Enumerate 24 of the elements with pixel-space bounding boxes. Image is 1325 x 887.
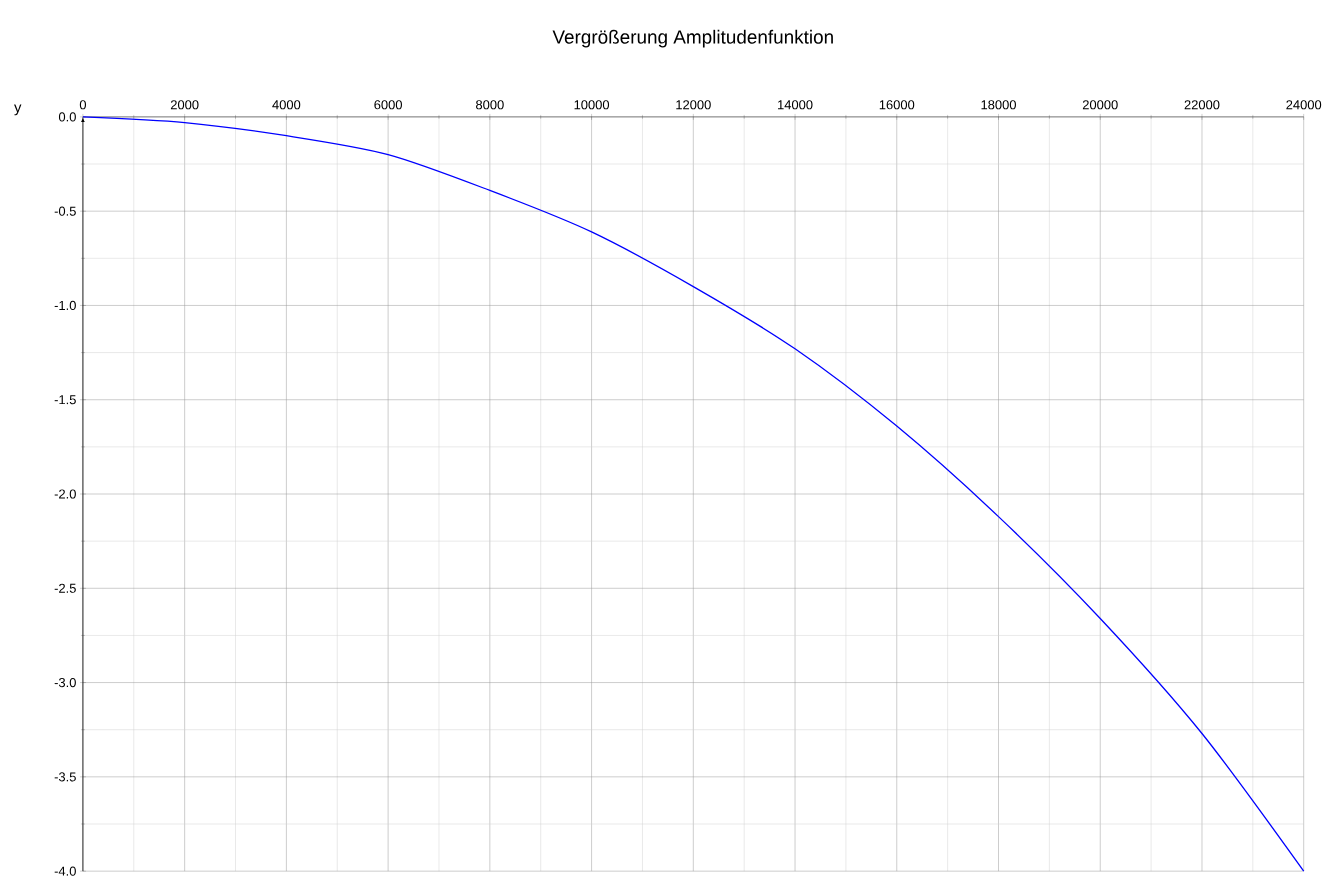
x-tick-label: 24000 — [1286, 100, 1322, 110]
x-tick-label: 8000 — [476, 100, 504, 110]
y-tick-label: 0.0 — [58, 112, 76, 122]
x-tick-label: 22000 — [1184, 100, 1220, 110]
x-tick-label: 10000 — [574, 100, 610, 110]
x-tick-label: 0 — [79, 100, 87, 110]
y-tick-label: -1.0 — [54, 300, 76, 310]
y-axis-title: y — [14, 104, 22, 116]
y-tick-label: -1.5 — [54, 395, 76, 405]
y-tick-label: -4.0 — [54, 866, 76, 876]
x-tick-label: 16000 — [879, 100, 915, 110]
y-tick-label: -3.0 — [54, 677, 76, 688]
y-tick-label: -2.5 — [54, 583, 76, 593]
chart-title: Vergrößerung Amplitudenfunktion — [552, 29, 833, 48]
x-tick-label: 12000 — [676, 100, 711, 110]
y-tick-label: -2.0 — [54, 489, 76, 499]
x-tick-label: 2000 — [170, 100, 199, 110]
x-tick-label: 6000 — [374, 100, 402, 110]
x-tick-label: 4000 — [272, 100, 301, 110]
y-tick-label: -3.5 — [54, 772, 76, 782]
x-tick-label: 20000 — [1082, 100, 1118, 110]
y-tick-label: -0.5 — [54, 206, 76, 216]
x-tick-label: 14000 — [778, 100, 813, 110]
x-tick-label: 18000 — [981, 100, 1016, 110]
